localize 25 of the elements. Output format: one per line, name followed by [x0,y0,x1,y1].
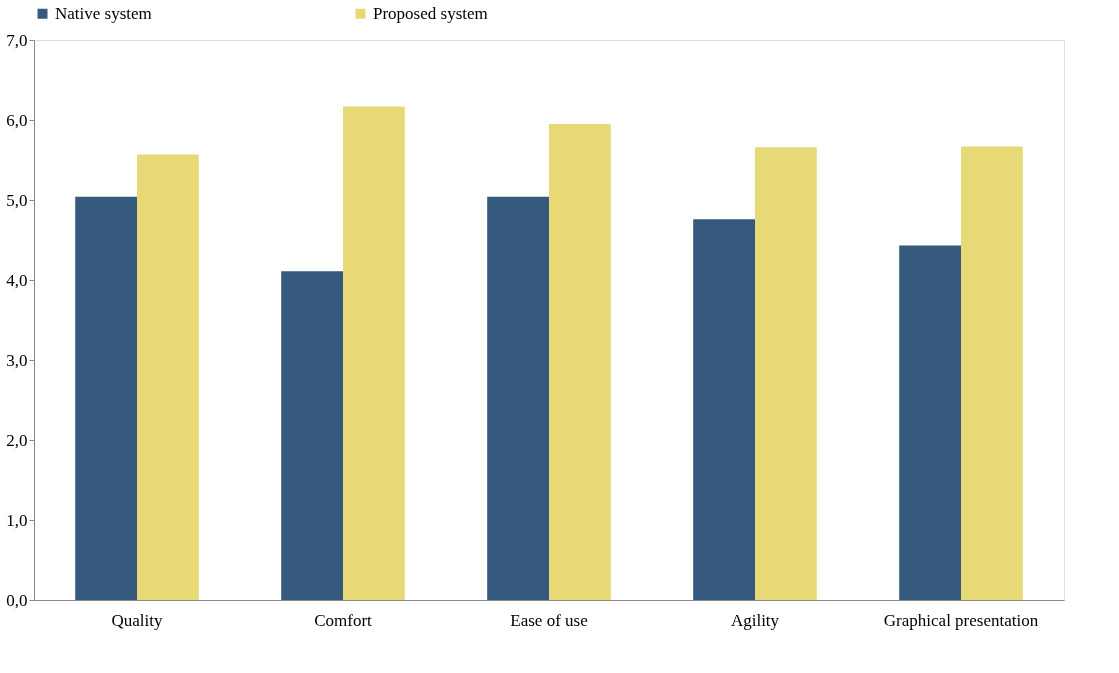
y-tick-label: 4,0 [6,270,28,290]
legend-label: Native system [55,3,152,23]
y-tick-label: 0,0 [6,590,28,610]
x-tick-label: Ease of use [510,610,588,630]
legend-label: Proposed system [373,3,488,23]
bar [281,271,343,600]
bar [137,154,199,600]
x-tick-label: Agility [730,610,780,630]
bar [961,146,1023,600]
y-tick-label: 3,0 [6,350,28,370]
y-tick-label: 5,0 [6,190,28,210]
y-tick-label: 6,0 [6,110,28,130]
bar [899,245,961,600]
bar [755,147,817,600]
x-tick-label: Quality [111,610,163,630]
bar [487,196,549,600]
bar [343,106,405,600]
y-tick-label: 2,0 [6,430,28,450]
y-tick-label: 7,0 [6,30,28,50]
bar [549,124,611,600]
x-tick-label: Comfort [314,610,373,630]
bar [693,219,755,600]
bar [75,196,137,600]
y-tick-label: 1,0 [6,510,28,530]
x-tick-label: Graphical presentation [883,610,1039,630]
